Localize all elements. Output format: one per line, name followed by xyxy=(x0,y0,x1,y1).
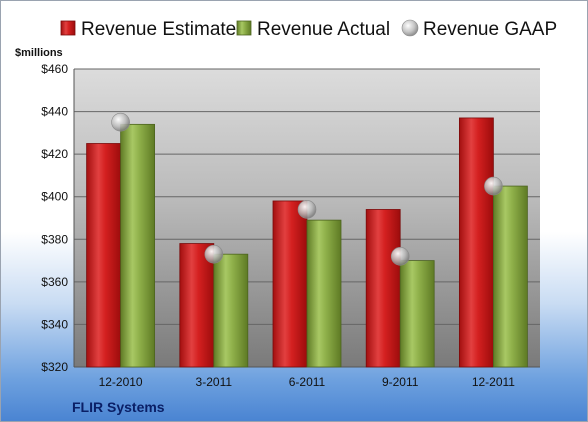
bar-revenue-estimate xyxy=(179,243,215,368)
legend-label: Revenue GAAP xyxy=(423,19,557,40)
x-tick-label: 12-2010 xyxy=(99,375,143,389)
legend-revenue-gaap: Revenue GAAP xyxy=(401,19,557,40)
x-tick-label: 3-2011 xyxy=(196,375,233,389)
bar-revenue-actual xyxy=(306,219,342,368)
legend-swatch xyxy=(401,19,419,37)
x-tick-label: 9-2011 xyxy=(382,375,419,389)
bar-revenue-actual xyxy=(399,260,435,368)
y-tick-label: $320 xyxy=(41,360,68,374)
marker-revenue-gaap xyxy=(204,244,224,264)
x-tick-label: 6-2011 xyxy=(289,375,326,389)
bar-revenue-actual xyxy=(213,253,249,368)
bar-revenue-estimate xyxy=(272,200,308,368)
marker-revenue-gaap xyxy=(390,247,410,266)
bar-revenue-estimate xyxy=(86,143,121,368)
y-tick-label: $340 xyxy=(41,317,68,331)
bar-revenue-estimate xyxy=(365,209,401,368)
y-unit-label: $millions xyxy=(15,47,63,59)
legend-revenue-estimate: Revenue Estimate xyxy=(60,19,236,40)
legend-label: Revenue Actual xyxy=(257,19,390,40)
legend-swatch xyxy=(236,20,252,36)
bar-revenue-actual xyxy=(492,185,528,368)
legend-label: Revenue Estimate xyxy=(81,19,236,40)
bar-revenue-actual xyxy=(120,123,155,368)
legend-swatch xyxy=(60,20,76,36)
marker-revenue-gaap xyxy=(111,112,130,132)
y-tick-label: $420 xyxy=(41,147,68,161)
y-tick-label: $460 xyxy=(41,62,68,76)
legend-revenue-actual: Revenue Actual xyxy=(236,19,390,40)
x-tick-label: 12-2011 xyxy=(472,375,515,389)
company-name: FLIR Systems xyxy=(72,399,165,415)
y-tick-label: $440 xyxy=(41,105,68,119)
y-tick-label: $360 xyxy=(41,275,68,289)
marker-revenue-gaap xyxy=(297,200,317,219)
bar-revenue-estimate xyxy=(458,117,494,368)
y-tick-label: $400 xyxy=(41,190,68,204)
marker-revenue-gaap xyxy=(484,176,503,196)
y-tick-label: $380 xyxy=(41,232,68,246)
